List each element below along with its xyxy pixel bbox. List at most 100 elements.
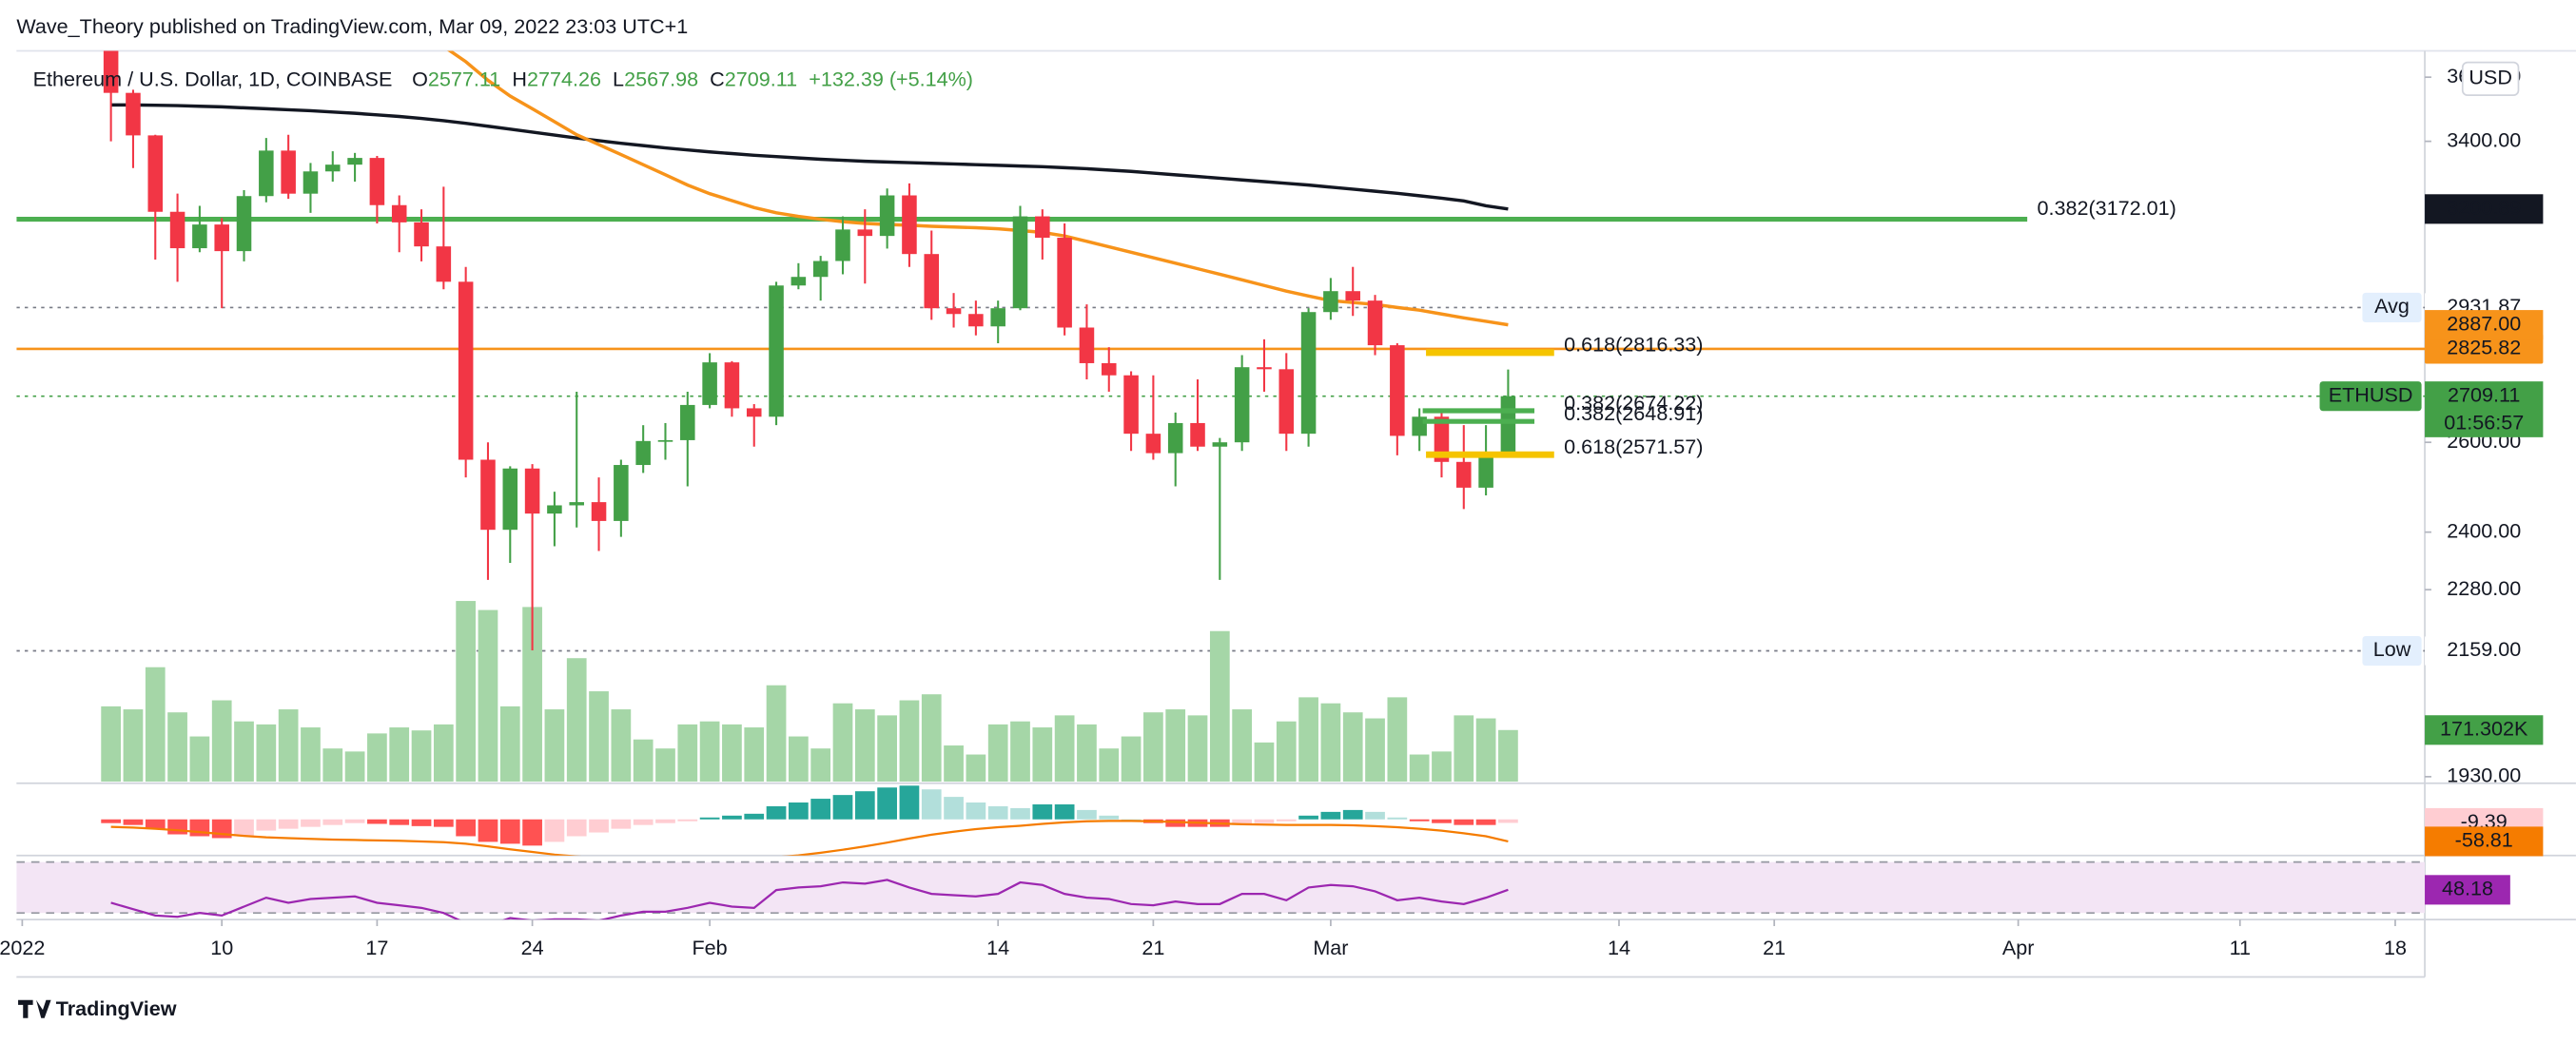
volume-bar xyxy=(1475,718,1496,783)
x-tick-label: 14 xyxy=(1608,936,1630,959)
volume-bar xyxy=(499,706,520,783)
publisher: Wave_Theory published on TradingView.com… xyxy=(16,14,688,38)
macd-bar xyxy=(101,819,121,823)
price-badge-label: 171.302K xyxy=(2440,716,2528,740)
tag: Avg xyxy=(2374,294,2410,318)
legend-title: Ethereum / U.S. Dollar, 1D, COINBASE xyxy=(33,67,393,90)
volume-bar xyxy=(566,658,587,783)
macd-bar xyxy=(322,819,343,825)
macd-bar xyxy=(766,805,787,820)
candle-body xyxy=(1057,238,1072,328)
macd-bar xyxy=(655,819,675,823)
candle-body xyxy=(835,229,850,261)
volume-bar xyxy=(167,712,187,783)
price-badge-label: -58.81 xyxy=(2455,828,2513,852)
volume-bar xyxy=(367,733,387,783)
x-tick-label: Feb xyxy=(693,936,728,959)
macd-bar xyxy=(1298,815,1318,820)
volume-bar xyxy=(101,706,121,783)
volume-bar xyxy=(699,721,720,783)
macd-bar xyxy=(744,813,765,820)
macd-bar xyxy=(1010,807,1030,820)
candle-body xyxy=(1079,327,1095,363)
legend: Ethereum / U.S. Dollar, 1D, COINBASE O257… xyxy=(33,67,973,90)
macd-bar xyxy=(367,819,387,824)
legend-value: 2567.98 xyxy=(624,67,698,90)
candle-body xyxy=(879,195,895,237)
volume-bar xyxy=(854,709,875,783)
volume-bar xyxy=(456,601,477,783)
price-badge xyxy=(2425,310,2544,340)
volume-bar xyxy=(278,709,299,783)
price-badge xyxy=(2425,635,2544,667)
macd-bar xyxy=(1077,809,1097,820)
legend-key: L xyxy=(613,67,624,90)
volume-bar xyxy=(1143,712,1163,783)
candle-body xyxy=(812,261,829,278)
macd-bar xyxy=(433,819,454,827)
fib-label: 0.382(2674.22) xyxy=(1564,391,1703,415)
rsi-line xyxy=(110,879,1509,920)
candle-body xyxy=(968,314,984,327)
legend-value: 2709.11 xyxy=(725,67,797,90)
macd-bar xyxy=(1387,817,1408,820)
volume-bar xyxy=(344,751,365,783)
macd-bar xyxy=(1432,819,1452,823)
x-tick-label: 21 xyxy=(1142,936,1164,959)
candle-body xyxy=(1234,367,1250,443)
volume-bar xyxy=(389,727,410,783)
volume-bar xyxy=(1165,709,1186,783)
macd-bar xyxy=(499,819,520,844)
price-badge xyxy=(2425,875,2510,905)
volume-bar xyxy=(301,727,321,783)
candle-body xyxy=(103,50,119,93)
macd-bar xyxy=(1276,819,1297,822)
volume-bar xyxy=(1032,727,1053,783)
x-tick-label: 14 xyxy=(986,936,1009,959)
volume-bar xyxy=(921,694,942,783)
price-badge-label: 2887.00 xyxy=(2447,311,2521,335)
price-badge-label: 3200.89 xyxy=(2447,196,2521,220)
volume-bar xyxy=(478,609,498,783)
candle-body xyxy=(1212,442,1228,447)
candle-body xyxy=(547,505,562,514)
volume-bar xyxy=(1342,712,1363,783)
macd-bar xyxy=(944,797,964,820)
x-tick-label: 24 xyxy=(521,936,544,959)
macd-bar xyxy=(1454,819,1474,825)
macd-bar xyxy=(677,819,698,822)
price-badge xyxy=(2425,715,2544,745)
candle-body xyxy=(1167,422,1183,454)
volume-bar xyxy=(145,667,166,783)
candle-body xyxy=(569,502,584,506)
candle-body xyxy=(680,404,695,440)
candle-body xyxy=(857,229,873,237)
volume-bar xyxy=(966,754,986,783)
macd-bar xyxy=(456,819,477,837)
pane xyxy=(101,785,1518,856)
candle-body xyxy=(1123,375,1139,435)
legend-key: C xyxy=(710,67,725,90)
candle-body xyxy=(1300,312,1317,435)
volume-bar xyxy=(1498,729,1518,783)
macd-bar xyxy=(789,802,809,820)
macd-bar xyxy=(722,815,742,820)
candle-body xyxy=(790,277,807,286)
candle-body xyxy=(236,196,252,252)
volume-bar xyxy=(1320,703,1341,783)
brand: TradingView xyxy=(56,996,177,1020)
tag: Low xyxy=(2373,637,2411,661)
price-badge-label: 2159.00 xyxy=(2447,637,2521,661)
candle-body xyxy=(347,158,362,165)
volume-bar xyxy=(944,745,964,783)
volume-bar xyxy=(1010,721,1030,783)
candle-body xyxy=(524,468,540,514)
volume-bar xyxy=(810,748,831,783)
x-tick-label: Apr xyxy=(2002,936,2035,959)
macd-bar xyxy=(1498,819,1518,823)
candle-body xyxy=(946,308,962,315)
candle-body xyxy=(702,362,717,405)
volume-bar xyxy=(789,736,809,783)
x-tick-label: Mar xyxy=(1313,936,1348,959)
